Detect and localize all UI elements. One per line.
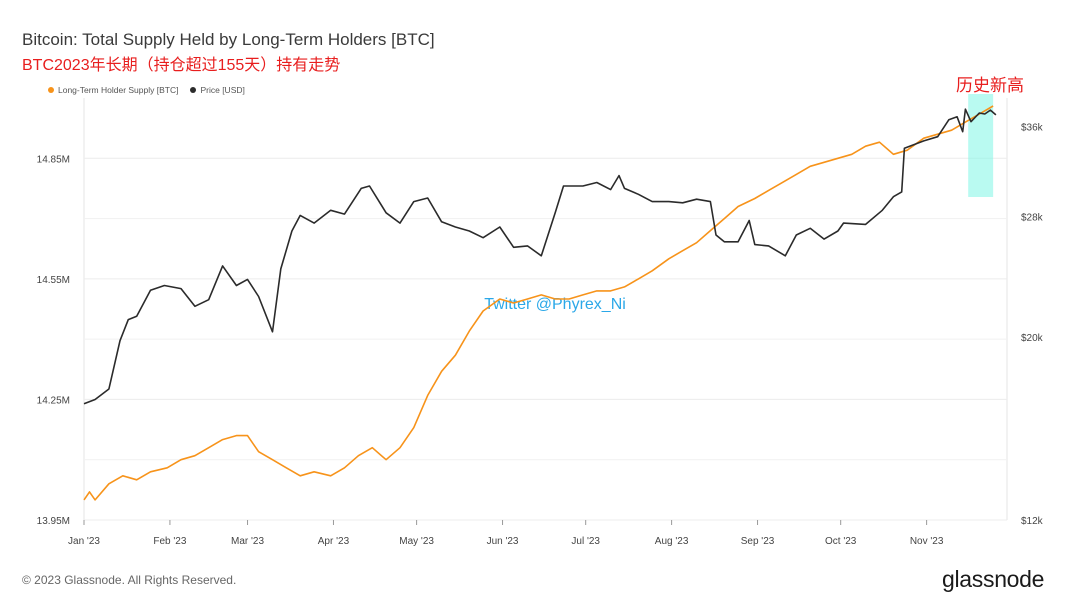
- y-left-tick-label: 14.55M: [37, 275, 70, 286]
- y-right-tick-label: $20k: [1021, 333, 1044, 344]
- y-right-tick-label: $36k: [1021, 123, 1044, 134]
- y-right-tick-label: $12k: [1021, 516, 1044, 527]
- x-tick-label: Aug '23: [655, 536, 689, 547]
- lth-supply-line: [83, 105, 994, 501]
- x-tick-label: Sep '23: [741, 536, 775, 547]
- legend-label: Price [USD]: [200, 85, 245, 95]
- watermark: Twitter @Phyrex_Ni: [484, 296, 626, 313]
- ath-highlight-band: [968, 94, 994, 197]
- y-left-tick-label: 14.85M: [37, 154, 70, 165]
- legend-label: Long-Term Holder Supply [BTC]: [58, 85, 179, 95]
- x-tick-label: Oct '23: [825, 536, 857, 547]
- lth-supply-legend-marker: [48, 87, 54, 93]
- glassnode-logo[interactable]: glassnode: [942, 566, 1045, 592]
- legend-item-price[interactable]: Price [USD]: [190, 85, 245, 95]
- legend-item-lth-supply[interactable]: Long-Term Holder Supply [BTC]: [48, 85, 178, 95]
- x-tick-label: Jun '23: [487, 536, 519, 547]
- y-right-tick-label: $28k: [1021, 213, 1044, 224]
- all-time-high-annotation: 历史新高: [956, 76, 1024, 95]
- price-legend-marker: [190, 87, 197, 93]
- chart-subtitle: BTC2023年长期（持仓超过155天）持有走势: [22, 57, 341, 74]
- x-tick-label: Apr '23: [318, 536, 350, 547]
- price-line: [83, 108, 997, 405]
- y-left-tick-label: 14.25M: [37, 395, 70, 406]
- chart-title: Bitcoin: Total Supply Held by Long-Term …: [22, 30, 435, 49]
- y-left-tick-label: 13.95M: [37, 516, 70, 527]
- copyright-footer: © 2023 Glassnode. All Rights Reserved.: [22, 573, 237, 587]
- legend: Long-Term Holder Supply [BTC] Price [USD…: [48, 85, 245, 95]
- x-tick-label: Feb '23: [153, 536, 186, 547]
- x-tick-label: Jan '23: [68, 536, 100, 547]
- x-tick-label: Jul '23: [571, 536, 600, 547]
- x-tick-label: Mar '23: [231, 536, 264, 547]
- x-tick-label: Nov '23: [910, 536, 944, 547]
- x-tick-label: May '23: [399, 536, 434, 547]
